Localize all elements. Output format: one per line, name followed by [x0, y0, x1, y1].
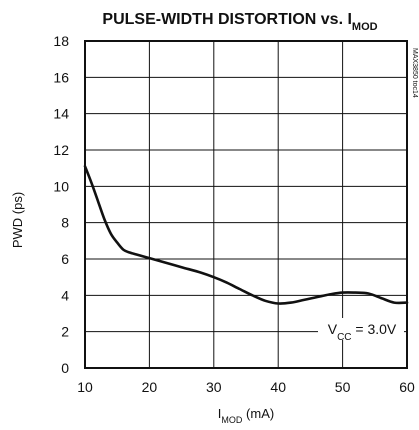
y-tick-label: 4 — [61, 287, 69, 303]
y-tick-label: 12 — [53, 142, 69, 158]
annotation-background — [318, 318, 404, 340]
x-tick-labels: 10 20 30 40 50 60 — [77, 379, 415, 395]
x-tick-label: 10 — [77, 379, 93, 395]
vcc-annotation: VCC = 3.0V — [328, 321, 397, 343]
x-tick-label: 30 — [206, 379, 222, 395]
y-tick-label: 8 — [61, 215, 69, 231]
plot-frame — [84, 40, 408, 369]
chart-title: PULSE-WIDTH DISTORTION vs. IMOD — [102, 11, 377, 33]
x-tick-label: 40 — [270, 379, 286, 395]
y-tick-label: 10 — [53, 178, 69, 194]
y-tick-label: 14 — [53, 106, 69, 122]
x-tick-label: 50 — [335, 379, 351, 395]
y-tick-label: 16 — [53, 69, 69, 85]
series-line-pwd — [83, 165, 409, 305]
x-tick-label: 60 — [399, 379, 415, 395]
x-axis-label: IMOD (mA) — [218, 406, 274, 425]
y-tick-label: 2 — [61, 324, 69, 340]
x-tick-label: 20 — [142, 379, 158, 395]
y-tick-labels: 0 2 4 6 8 10 12 14 16 18 — [53, 33, 69, 376]
y-tick-label: 0 — [61, 360, 69, 376]
watermark: MAX3850 toc14 — [411, 48, 418, 98]
y-tick-label: 18 — [53, 33, 69, 49]
y-axis-label: PWD (ps) — [10, 192, 25, 248]
y-tick-label: 6 — [61, 251, 69, 267]
grid — [85, 41, 407, 368]
